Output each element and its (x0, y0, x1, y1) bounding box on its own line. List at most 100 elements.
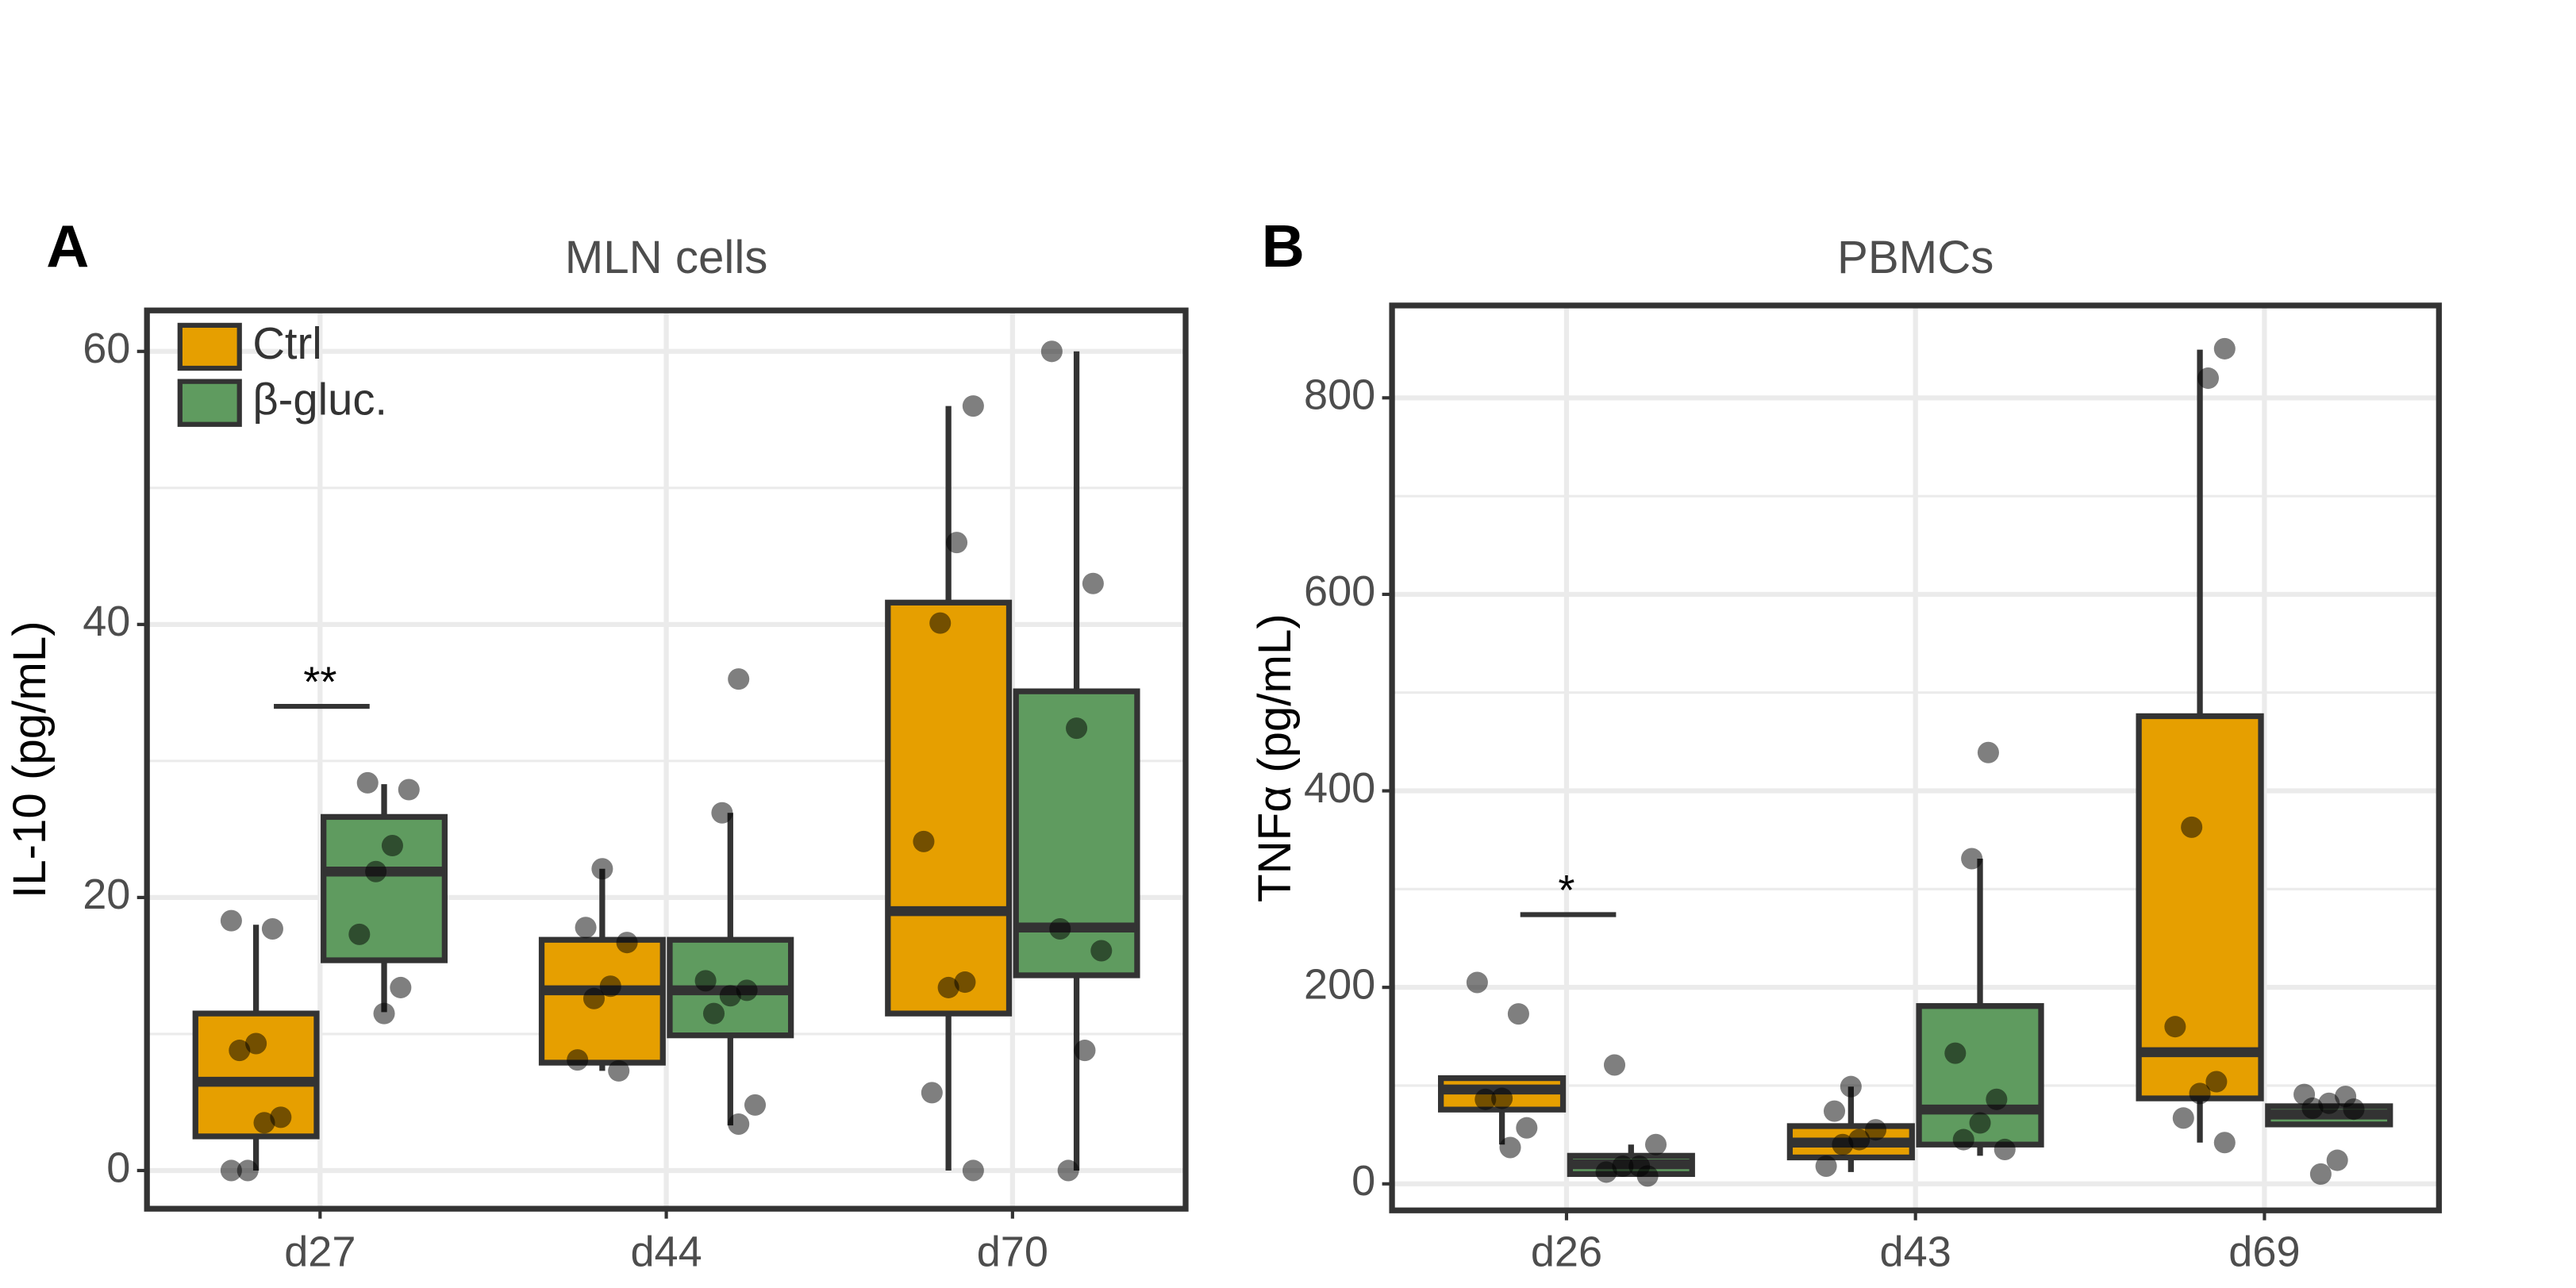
data-point (2326, 1149, 2348, 1171)
y-tick-label: 200 (1304, 960, 1375, 1008)
panel-letter: B (1262, 213, 1305, 279)
data-point (2318, 1092, 2340, 1114)
x-tick-label: d27 (284, 1228, 356, 1276)
data-point (1057, 1159, 1079, 1182)
data-point (1499, 1136, 1521, 1159)
data-point (261, 917, 283, 940)
legend-label: Ctrl (252, 318, 321, 368)
data-point (736, 979, 758, 1002)
data-point (711, 802, 733, 824)
data-point (2197, 367, 2220, 390)
data-point (1944, 1042, 1967, 1064)
data-point (599, 975, 621, 998)
data-point (1815, 1155, 1837, 1178)
legend-key (177, 322, 242, 371)
data-point (937, 976, 959, 998)
data-point (719, 985, 741, 1007)
x-tick-label: d70 (977, 1228, 1048, 1276)
data-point (2309, 1163, 2332, 1185)
data-point (1049, 917, 1071, 940)
data-point (1994, 1138, 2016, 1160)
panel-title: MLN cells (565, 232, 768, 283)
data-point (390, 976, 412, 998)
y-tick-label: 0 (1351, 1157, 1375, 1205)
data-point (1848, 1128, 1870, 1151)
y-tick-label: 800 (1304, 371, 1375, 419)
data-point (1952, 1128, 1974, 1151)
data-point (229, 1040, 251, 1062)
data-point (2213, 1132, 2236, 1154)
data-point (954, 971, 976, 994)
y-axis-title: IL-10 (pg/mL) (4, 621, 56, 898)
data-point (381, 835, 403, 857)
data-point (744, 1094, 767, 1116)
significance-label: ** (303, 658, 336, 706)
box (885, 599, 1013, 1017)
panel: A MLN cells 0 20 40 60 d27 d44 d70 IL-10 (pg/mL) *… (4, 213, 1189, 1276)
data-point (1603, 1054, 1626, 1076)
box (1916, 1003, 2044, 1148)
data-point (253, 1112, 275, 1134)
data-point (616, 932, 638, 954)
data-point (356, 771, 379, 794)
data-point (946, 532, 968, 554)
plot-border (1389, 302, 2442, 1213)
data-point (575, 917, 597, 939)
data-point (1082, 572, 1104, 594)
data-point (1865, 1119, 1887, 1141)
data-point (567, 1049, 589, 1071)
data-point (236, 1159, 259, 1182)
data-point (921, 1082, 943, 1104)
plot-border (144, 307, 1189, 1212)
data-point (2343, 1098, 2365, 1121)
data-point (1644, 1133, 1667, 1155)
data-point (728, 1113, 750, 1135)
data-point (1516, 1117, 1538, 1139)
data-point (220, 909, 242, 932)
data-point (929, 612, 952, 634)
panel-title: PBMCs (1837, 232, 1994, 283)
data-point (1840, 1075, 1862, 1098)
data-point (365, 860, 387, 882)
y-tick-label: 60 (83, 325, 130, 372)
data-point (582, 987, 606, 1009)
data-point (270, 1106, 292, 1128)
data-point (702, 1002, 725, 1025)
y-tick-label: 40 (83, 598, 130, 645)
data-point (348, 923, 371, 945)
data-point (1636, 1165, 1659, 1187)
x-tick-label: d44 (630, 1228, 702, 1276)
data-point (2189, 1082, 2211, 1105)
data-point (608, 1059, 630, 1082)
legend-key (177, 379, 242, 427)
panel-letter: A (46, 213, 89, 279)
data-point (1977, 741, 1999, 763)
data-point (1466, 971, 1488, 994)
y-tick-label: 400 (1304, 764, 1375, 812)
box (321, 813, 448, 963)
data-point (962, 395, 984, 417)
data-point (1986, 1088, 2008, 1110)
x-tick-label: d26 (1531, 1228, 1602, 1276)
legend-label: β-gluc. (252, 375, 387, 425)
data-point (2213, 337, 2236, 359)
data-point (1612, 1155, 1634, 1178)
data-point (1824, 1100, 1846, 1122)
y-axis-title: TNFα (pg/mL) (1249, 613, 1301, 902)
data-point (373, 1002, 395, 1025)
data-point (1595, 1161, 1617, 1183)
data-point (1491, 1087, 1513, 1109)
data-point (694, 970, 717, 992)
data-point (728, 668, 750, 690)
data-point (220, 1159, 242, 1182)
data-point (1969, 1112, 1991, 1134)
data-point (1832, 1133, 1854, 1155)
data-point (1961, 848, 1983, 870)
data-point (2181, 816, 2203, 838)
data-point (962, 1159, 984, 1182)
significance-label: * (1558, 867, 1574, 914)
data-point (1507, 1003, 1529, 1025)
data-point (2205, 1071, 2228, 1093)
y-tick-label: 20 (83, 871, 130, 918)
